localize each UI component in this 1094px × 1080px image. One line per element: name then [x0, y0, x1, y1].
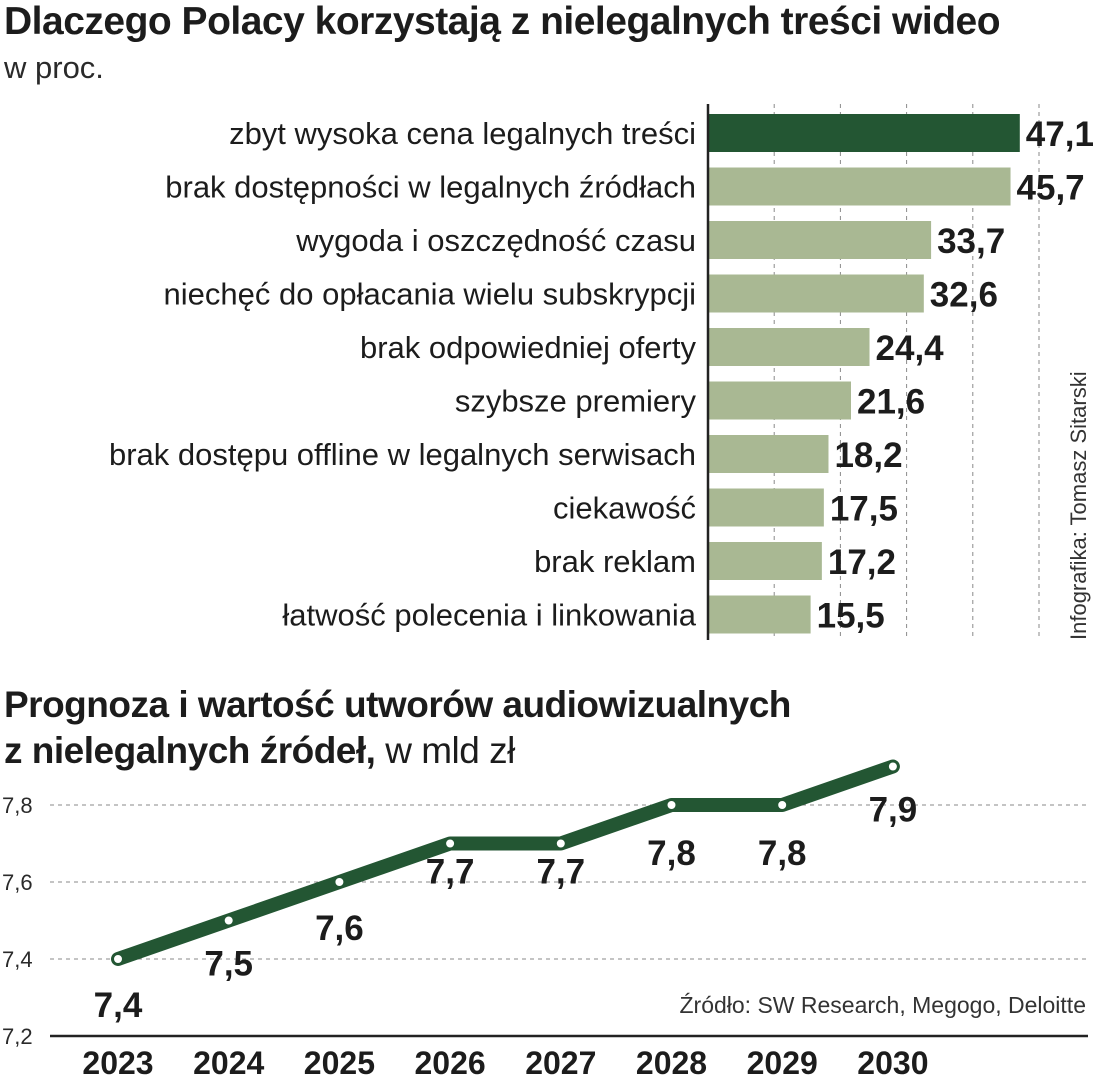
data-value-label: 7,6	[315, 909, 364, 948]
bar-category-label: zbyt wysoka cena legalnych treści	[229, 116, 696, 151]
bar-chart: zbyt wysoka cena legalnych treści 47,1 bra…	[109, 104, 1094, 640]
bar-chart-unit: w proc.	[4, 50, 104, 85]
data-point	[555, 838, 566, 849]
data-value-label: 7,7	[426, 853, 475, 892]
bar-value-label: 17,5	[830, 490, 898, 529]
bar	[708, 221, 932, 259]
bar	[708, 328, 870, 366]
bar-value-label: 47,1	[1026, 115, 1094, 154]
bar	[708, 435, 829, 473]
bar	[708, 488, 824, 527]
bar-category-label: wygoda i oszczędność czasu	[295, 223, 696, 258]
bar-category-label: ciekawość	[553, 491, 696, 526]
bar-chart-title: Dlaczego Polacy korzystają z nielegalnyc…	[4, 0, 1001, 43]
bar-value-label: 17,2	[828, 543, 896, 582]
bar-value-label: 45,7	[1017, 169, 1085, 208]
y-tick-label: 7,4	[2, 947, 33, 972]
bar-category-label: brak dostępności w legalnych źródłach	[165, 170, 696, 205]
data-point	[445, 838, 456, 849]
x-tick-label: 2027	[525, 1045, 596, 1080]
data-point	[223, 915, 234, 926]
bar-value-label: 33,7	[937, 222, 1005, 261]
series-line	[111, 759, 900, 966]
data-value-label: 7,5	[204, 945, 253, 984]
source-text: Źródło: SW Research, Megogo, Deloitte	[679, 992, 1086, 1018]
data-point	[887, 761, 898, 772]
bar	[708, 542, 822, 580]
bar-value-label: 21,6	[857, 383, 925, 422]
bar-value-label: 18,2	[834, 436, 902, 475]
bar	[708, 167, 1011, 206]
data-value-label: 7,9	[869, 791, 918, 830]
bar	[708, 595, 811, 634]
x-tick-label: 2028	[636, 1045, 707, 1080]
bar-category-label: brak odpowiedniej oferty	[360, 330, 697, 365]
x-tick-label: 2024	[193, 1045, 264, 1080]
x-tick-label: 2025	[304, 1045, 375, 1080]
y-tick-label: 7,8	[2, 793, 33, 818]
line-chart-unit: w mld zł	[385, 730, 515, 771]
data-point	[666, 800, 677, 810]
bar-category-label: niechęć do opłacania wielu subskrypcji	[164, 277, 696, 312]
bar-category-label: brak dostępu offline w legalnych serwisa…	[109, 437, 696, 472]
x-tick-label: 2023	[82, 1045, 153, 1080]
data-point	[334, 877, 345, 887]
line-chart-title: Prognoza i wartość utworów audiowizualny…	[4, 682, 791, 774]
data-value-label: 7,8	[647, 834, 696, 873]
data-value-label: 7,4	[94, 986, 143, 1025]
line-chart-title-line1: Prognoza i wartość utworów audiowizualny…	[4, 684, 791, 725]
x-tick-label: 2029	[747, 1045, 818, 1080]
bar-value-label: 24,4	[876, 329, 945, 368]
bar	[708, 114, 1020, 152]
bar-value-label: 15,5	[817, 597, 885, 636]
y-tick-label: 7,2	[2, 1024, 33, 1049]
bar	[708, 274, 924, 313]
line-chart-title-line2: z nielegalnych źródeł,	[4, 730, 376, 771]
data-point	[777, 800, 788, 810]
data-value-label: 7,8	[758, 834, 807, 873]
bar-value-label: 32,6	[930, 276, 998, 315]
bar	[708, 381, 851, 420]
x-tick-label: 2026	[415, 1045, 486, 1080]
data-value-label: 7,7	[536, 853, 585, 892]
x-tick-label: 2030	[857, 1045, 928, 1080]
bar-category-label: szybsze premiery	[455, 384, 697, 419]
y-tick-label: 7,6	[2, 870, 33, 895]
bar-category-label: łatwość polecenia i linkowania	[282, 598, 696, 633]
credit-text: Infografika: Tomasz Sitarski	[1066, 371, 1091, 640]
data-point	[113, 954, 123, 964]
bar-category-label: brak reklam	[534, 544, 696, 579]
